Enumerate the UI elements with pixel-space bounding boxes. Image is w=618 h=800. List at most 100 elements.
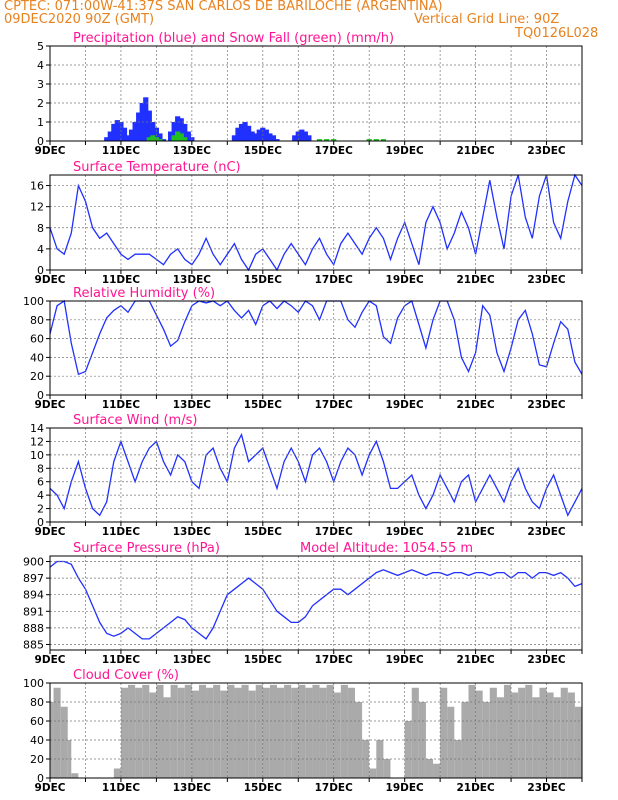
y-tick-label: 2 — [37, 97, 44, 110]
y-tick-label: 12 — [30, 435, 44, 448]
cloud-cover-bar — [177, 687, 185, 778]
cloud-cover-bar — [454, 740, 462, 778]
grid-line-label: Vertical Grid Line: 90Z — [414, 12, 560, 27]
cloud-cover-bar — [71, 773, 79, 778]
y-tick-label: 900 — [23, 556, 44, 569]
cloud-cover-bar — [170, 684, 178, 778]
precip-bar — [121, 127, 128, 141]
cloud-cover-bar — [425, 759, 434, 778]
cloud-cover-bar — [489, 687, 497, 778]
cloud-cover-bar — [525, 684, 533, 778]
cloud-cover-bar — [213, 684, 221, 778]
precip-bar — [125, 135, 131, 141]
x-tick-label: 13DEC — [173, 145, 212, 157]
x-tick-label: 21DEC — [456, 274, 495, 286]
cloud-cover-bar — [220, 690, 228, 778]
cloud-cover-bar — [60, 706, 68, 778]
x-tick-label: 23DEC — [527, 145, 566, 157]
y-tick-label: 100 — [23, 677, 44, 690]
x-tick-label: 11DEC — [102, 399, 141, 411]
x-tick-label: 23DEC — [527, 399, 566, 411]
cloud-cover-bar — [369, 768, 377, 778]
panel-title: Cloud Cover (%) — [73, 668, 179, 683]
cloud-cover-bar — [142, 684, 150, 778]
cloud-cover-bar — [319, 687, 327, 778]
precip-bar — [111, 123, 117, 141]
cloud-cover-bar — [475, 690, 483, 778]
x-tick-label: 15DEC — [244, 399, 283, 411]
precip-bar — [150, 122, 156, 141]
x-tick-label: 9DEC — [35, 526, 66, 538]
precip-bar — [143, 97, 149, 141]
y-tick-label: 4 — [37, 489, 44, 502]
y-tick-label: 40 — [30, 734, 44, 747]
precip-bar — [185, 131, 191, 141]
y-tick-label: 20 — [30, 370, 44, 383]
x-tick-label: 9DEC — [35, 274, 66, 286]
x-tick-label: 23DEC — [527, 274, 566, 286]
x-tick-label: 9DEC — [35, 782, 66, 794]
precip-bar — [324, 139, 330, 141]
precip-bar — [316, 139, 323, 141]
run-date-label: 09DEC2020 90Z (GMT) — [4, 12, 155, 27]
x-tick-label: 15DEC — [244, 782, 283, 794]
cloud-cover-bar — [496, 697, 504, 778]
x-tick-label: 21DEC — [456, 526, 495, 538]
x-tick-label: 23DEC — [527, 654, 566, 666]
y-tick-label: 6 — [37, 476, 44, 489]
cloud-cover-bar — [433, 763, 441, 778]
cloud-cover-bar — [149, 692, 157, 778]
x-tick-label: 17DEC — [315, 274, 354, 286]
cloud-cover-bar — [340, 684, 348, 778]
cloud-cover-bar — [128, 684, 136, 778]
cloud-cover-bar — [67, 740, 72, 778]
x-tick-label: 19DEC — [386, 274, 425, 286]
cloud-cover-bar — [276, 687, 285, 778]
cloud-cover-bar — [518, 687, 526, 778]
x-tick-label: 13DEC — [173, 526, 212, 538]
y-tick-label: 60 — [30, 333, 44, 346]
y-tick-label: 40 — [30, 351, 44, 364]
precip-bar — [178, 133, 184, 141]
y-tick-label: 1 — [37, 116, 44, 129]
model-id-label: TQ0126L028 — [515, 26, 599, 41]
cloud-cover-bar — [511, 692, 519, 778]
x-tick-label: 9DEC — [35, 399, 66, 411]
y-tick-label: 894 — [23, 589, 44, 602]
x-tick-label: 19DEC — [386, 145, 425, 157]
cloud-cover-bar — [156, 684, 164, 778]
precip-bar — [178, 118, 184, 141]
y-tick-label: 897 — [23, 572, 44, 585]
cloud-cover-bar — [574, 706, 582, 778]
cloud-cover-bar — [184, 684, 192, 778]
y-tick-label: 4 — [37, 59, 44, 72]
x-tick-label: 11DEC — [102, 145, 141, 157]
precip-bar — [373, 139, 379, 141]
precip-bar — [246, 125, 252, 141]
plot-frame — [49, 682, 583, 779]
cloud-cover-bar — [227, 684, 235, 778]
precip-bar — [249, 131, 255, 141]
precip-bar — [128, 129, 135, 141]
plot-frame — [49, 427, 583, 523]
y-tick-label: 4 — [37, 243, 44, 256]
x-tick-label: 15DEC — [244, 145, 283, 157]
y-tick-label: 5 — [37, 40, 44, 53]
y-tick-label: 2 — [37, 503, 44, 516]
cloud-cover-bar — [553, 697, 561, 778]
y-tick-label: 0 — [37, 772, 44, 785]
cloud-cover-bar — [53, 687, 61, 778]
cloud-cover-bar — [411, 687, 419, 778]
precip-bar — [263, 129, 269, 141]
y-tick-label: 0 — [37, 264, 44, 277]
cloud-cover-bar — [120, 687, 129, 778]
station-header: CPTEC: 071:00W-41:37S SAN CARLOS DE BARI… — [4, 0, 443, 14]
cloud-cover-bar — [362, 740, 370, 778]
cloud-cover-bar — [206, 687, 214, 778]
x-tick-label: 11DEC — [102, 782, 141, 794]
cloud-cover-bar — [447, 706, 455, 778]
y-tick-label: 14 — [30, 422, 44, 435]
series-line — [49, 560, 583, 640]
x-tick-label: 9DEC — [35, 145, 66, 157]
